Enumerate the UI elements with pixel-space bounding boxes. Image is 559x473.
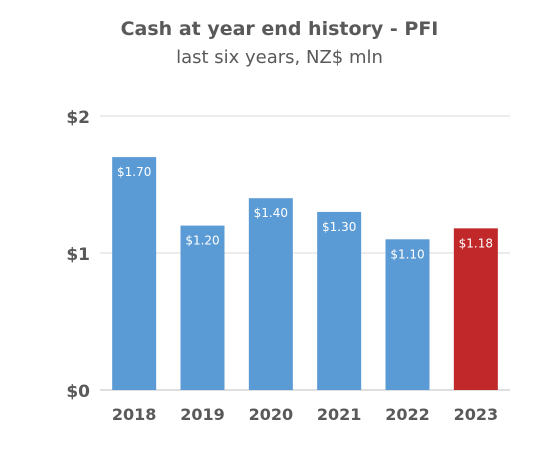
chart-subtitle: last six years, NZ$ mln [176,47,383,68]
bar [453,228,498,390]
x-tick-label: 2023 [454,405,499,424]
data-label: $1.70 [117,165,151,179]
chart-title: Cash at year end history - PFI [120,18,439,40]
data-labels: $1.70 $1.20 $1.40 $1.30 $1.10 $1.18 [117,165,493,261]
gridlines [100,115,510,391]
x-tick-label: 2021 [317,405,362,424]
x-axis-ticks: 2018 2019 2020 2021 2022 2023 [112,405,498,424]
y-tick-label: $0 [66,382,90,402]
bar [317,211,362,390]
x-tick-label: 2018 [112,405,157,424]
x-tick-label: 2022 [385,405,430,424]
y-tick-label: $2 [66,108,90,128]
y-axis-ticks: $0 $1 $2 [66,108,90,402]
bars [112,157,498,390]
data-label: $1.30 [322,220,356,234]
data-label: $1.18 [459,236,493,250]
data-label: $1.40 [254,206,288,220]
bar [112,157,157,390]
data-label: $1.20 [185,234,219,248]
data-label: $1.10 [390,247,424,261]
y-tick-label: $1 [66,245,90,265]
bar [385,239,430,390]
x-tick-label: 2020 [249,405,294,424]
x-tick-label: 2019 [180,405,225,424]
bar [248,198,293,390]
bar [180,225,225,390]
